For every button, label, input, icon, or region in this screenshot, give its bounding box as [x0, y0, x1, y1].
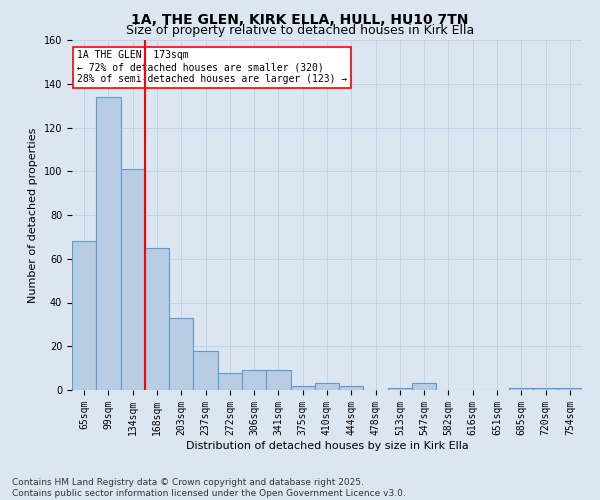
Text: Size of property relative to detached houses in Kirk Ella: Size of property relative to detached ho… — [126, 24, 474, 37]
Bar — [315, 384, 339, 390]
Bar — [218, 372, 242, 390]
Bar — [290, 386, 315, 390]
Bar — [242, 370, 266, 390]
Bar — [558, 388, 582, 390]
Y-axis label: Number of detached properties: Number of detached properties — [28, 128, 38, 302]
Bar — [412, 384, 436, 390]
Bar — [266, 370, 290, 390]
Bar — [169, 318, 193, 390]
Bar — [509, 388, 533, 390]
Bar — [533, 388, 558, 390]
Bar — [388, 388, 412, 390]
Bar — [121, 169, 145, 390]
Text: 1A THE GLEN: 173sqm
← 72% of detached houses are smaller (320)
28% of semi-detac: 1A THE GLEN: 173sqm ← 72% of detached ho… — [77, 50, 347, 84]
Bar — [193, 350, 218, 390]
Bar — [145, 248, 169, 390]
X-axis label: Distribution of detached houses by size in Kirk Ella: Distribution of detached houses by size … — [185, 440, 469, 450]
Bar — [339, 386, 364, 390]
Bar — [96, 97, 121, 390]
Text: 1A, THE GLEN, KIRK ELLA, HULL, HU10 7TN: 1A, THE GLEN, KIRK ELLA, HULL, HU10 7TN — [131, 12, 469, 26]
Bar — [72, 242, 96, 390]
Text: Contains HM Land Registry data © Crown copyright and database right 2025.
Contai: Contains HM Land Registry data © Crown c… — [12, 478, 406, 498]
